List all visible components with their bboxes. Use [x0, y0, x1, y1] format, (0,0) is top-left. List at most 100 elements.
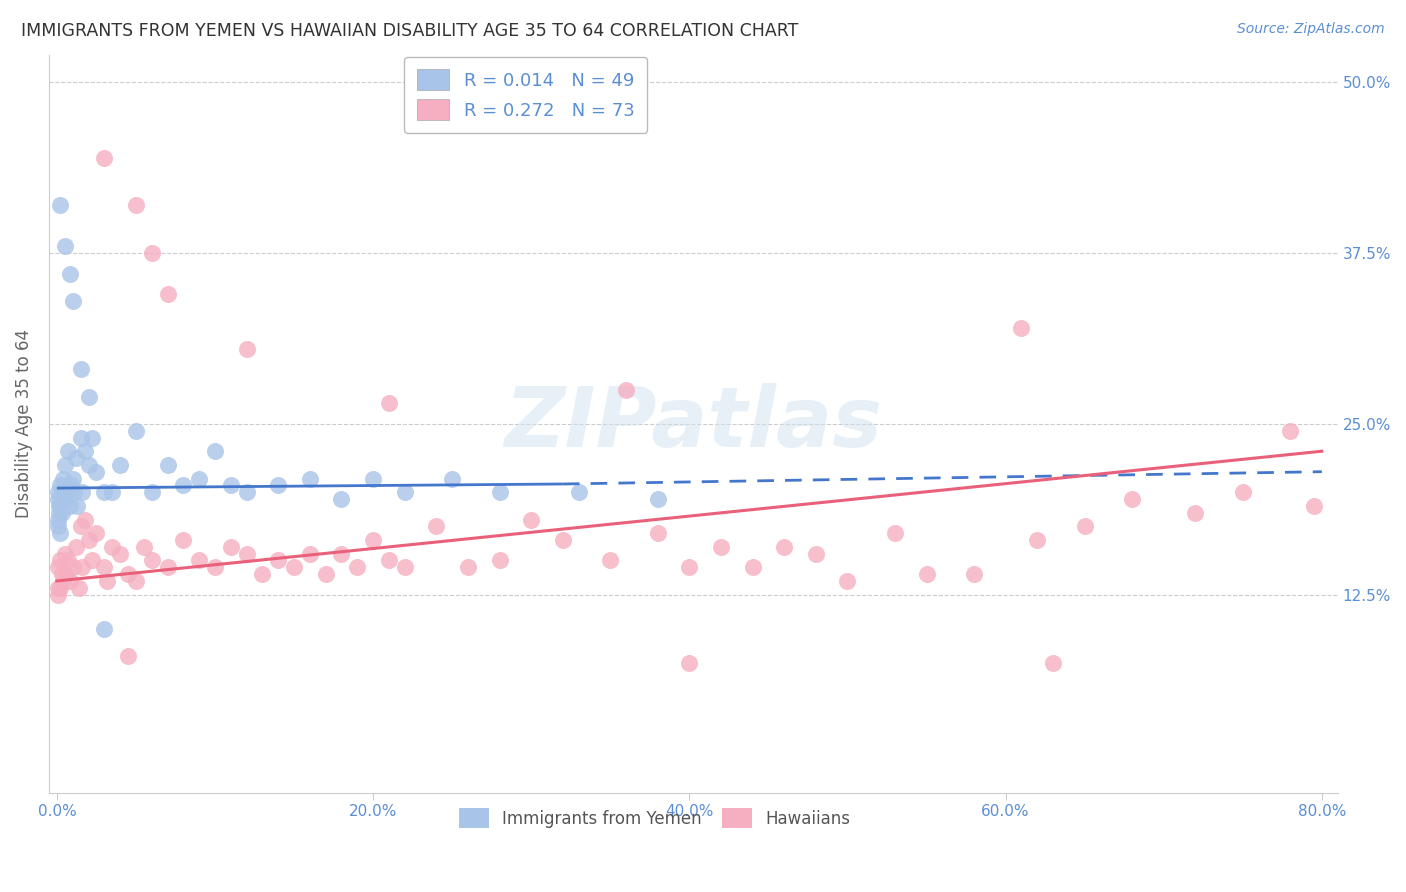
Point — [117, 649, 139, 664]
Point — [56, 444, 79, 458]
Point — [101, 540, 124, 554]
Point — [70, 560, 93, 574]
Point — [80, 553, 103, 567]
Point — [75, 512, 97, 526]
Point — [108, 547, 131, 561]
Point — [647, 491, 669, 506]
Point — [252, 567, 274, 582]
Point — [77, 458, 100, 472]
Point — [70, 485, 93, 500]
Point — [219, 478, 242, 492]
Point — [710, 540, 733, 554]
Point — [204, 560, 226, 574]
Point — [141, 246, 163, 260]
Point — [156, 560, 179, 574]
Point — [58, 499, 80, 513]
Point — [52, 574, 75, 588]
Point — [1073, 519, 1095, 533]
Point — [62, 293, 84, 308]
Point — [773, 540, 796, 554]
Text: Source: ZipAtlas.com: Source: ZipAtlas.com — [1237, 22, 1385, 37]
Point — [599, 553, 621, 567]
Point — [80, 431, 103, 445]
Point — [156, 287, 179, 301]
Point — [172, 478, 194, 492]
Point — [678, 656, 700, 670]
Text: IMMIGRANTS FROM YEMEN VS HAWAIIAN DISABILITY AGE 35 TO 64 CORRELATION CHART: IMMIGRANTS FROM YEMEN VS HAWAIIAN DISABI… — [21, 22, 799, 40]
Point — [361, 471, 384, 485]
Point — [48, 485, 70, 500]
Point — [1121, 491, 1143, 506]
Point — [69, 431, 91, 445]
Point — [49, 581, 72, 595]
Point — [48, 519, 70, 533]
Point — [60, 478, 83, 492]
Point — [125, 424, 148, 438]
Point — [62, 471, 84, 485]
Point — [283, 560, 305, 574]
Point — [46, 491, 69, 506]
Point — [93, 485, 115, 500]
Point — [1010, 321, 1032, 335]
Point — [48, 588, 70, 602]
Point — [125, 198, 148, 212]
Point — [804, 547, 827, 561]
Point — [963, 567, 986, 582]
Point — [51, 506, 73, 520]
Point — [49, 499, 72, 513]
Point — [915, 567, 938, 582]
Point — [132, 540, 155, 554]
Point — [93, 622, 115, 636]
Point — [49, 553, 72, 567]
Point — [188, 553, 211, 567]
Point — [141, 485, 163, 500]
Point — [488, 485, 510, 500]
Point — [235, 342, 257, 356]
Point — [46, 512, 69, 526]
Point — [55, 491, 77, 506]
Point — [101, 485, 124, 500]
Point — [53, 458, 76, 472]
Point — [69, 362, 91, 376]
Point — [188, 471, 211, 485]
Point — [267, 553, 290, 567]
Point — [93, 151, 115, 165]
Point — [117, 567, 139, 582]
Point — [46, 581, 69, 595]
Point — [48, 499, 70, 513]
Point — [837, 574, 859, 588]
Point — [441, 471, 464, 485]
Point — [156, 458, 179, 472]
Point — [58, 267, 80, 281]
Point — [647, 526, 669, 541]
Point — [1184, 506, 1206, 520]
Point — [52, 471, 75, 485]
Y-axis label: Disability Age 35 to 64: Disability Age 35 to 64 — [15, 329, 32, 518]
Point — [53, 547, 76, 561]
Point — [1026, 533, 1049, 547]
Point — [67, 581, 90, 595]
Point — [235, 547, 257, 561]
Point — [49, 478, 72, 492]
Point — [551, 533, 574, 547]
Point — [51, 485, 73, 500]
Point — [69, 519, 91, 533]
Point — [108, 458, 131, 472]
Point — [1303, 499, 1326, 513]
Point — [51, 567, 73, 582]
Point — [330, 491, 353, 506]
Text: ZIPatlas: ZIPatlas — [505, 384, 882, 465]
Point — [394, 485, 416, 500]
Point — [1042, 656, 1064, 670]
Point — [1232, 485, 1254, 500]
Point — [52, 491, 75, 506]
Point — [86, 465, 108, 479]
Point — [77, 533, 100, 547]
Point — [346, 560, 368, 574]
Point — [315, 567, 337, 582]
Point — [65, 450, 87, 465]
Point — [378, 553, 401, 567]
Point — [1279, 424, 1302, 438]
Point — [267, 478, 290, 492]
Point — [62, 560, 84, 574]
